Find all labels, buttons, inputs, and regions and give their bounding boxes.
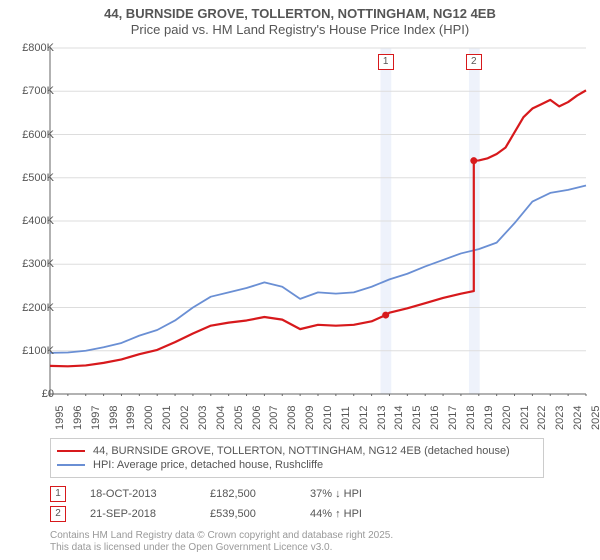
legend-swatch-2	[57, 464, 85, 466]
legend-label-2: HPI: Average price, detached house, Rush…	[93, 459, 323, 471]
xtick-label: 2017	[447, 406, 459, 430]
xtick-label: 2024	[572, 406, 584, 430]
legend-row-1: 44, BURNSIDE GROVE, TOLLERTON, NOTTINGHA…	[57, 445, 537, 457]
transaction-badge-1: 1	[50, 486, 66, 502]
title-line1: 44, BURNSIDE GROVE, TOLLERTON, NOTTINGHA…	[0, 6, 600, 22]
xtick-label: 1998	[108, 406, 120, 430]
plot-marker-badge: 2	[466, 54, 482, 70]
xtick-label: 2001	[161, 406, 173, 430]
transaction-date-1: 18-OCT-2013	[90, 488, 210, 500]
chart-svg	[48, 46, 588, 396]
xtick-label: 2016	[429, 406, 441, 430]
xtick-label: 2004	[215, 406, 227, 430]
xtick-label: 2003	[197, 406, 209, 430]
xtick-label: 1995	[54, 406, 66, 430]
xtick-label: 2000	[143, 406, 155, 430]
xtick-label: 2002	[179, 406, 191, 430]
xtick-label: 2005	[233, 406, 245, 430]
ytick-label: £700K	[10, 85, 54, 97]
title-block: 44, BURNSIDE GROVE, TOLLERTON, NOTTINGHA…	[0, 0, 600, 39]
xtick-label: 2006	[251, 406, 263, 430]
transaction-diff-2: 44% ↑ HPI	[310, 508, 420, 520]
xtick-label: 2022	[536, 406, 548, 430]
xtick-label: 2025	[590, 406, 600, 430]
ytick-label: £100K	[10, 345, 54, 357]
ytick-label: £0	[10, 388, 54, 400]
transaction-diff-1: 37% ↓ HPI	[310, 488, 420, 500]
xtick-label: 2019	[483, 406, 495, 430]
xtick-label: 2008	[286, 406, 298, 430]
xtick-label: 1999	[125, 406, 137, 430]
plot-marker-badge: 1	[378, 54, 394, 70]
ytick-label: £200K	[10, 302, 54, 314]
chart-container: 44, BURNSIDE GROVE, TOLLERTON, NOTTINGHA…	[0, 0, 600, 560]
ytick-label: £500K	[10, 172, 54, 184]
footer-line1: Contains HM Land Registry data © Crown c…	[50, 530, 393, 542]
legend-label-1: 44, BURNSIDE GROVE, TOLLERTON, NOTTINGHA…	[93, 445, 510, 457]
xtick-label: 2014	[393, 406, 405, 430]
transaction-date-2: 21-SEP-2018	[90, 508, 210, 520]
transaction-row-2: 2 21-SEP-2018 £539,500 44% ↑ HPI	[50, 506, 550, 522]
footer-line2: This data is licensed under the Open Gov…	[50, 542, 393, 554]
legend-row-2: HPI: Average price, detached house, Rush…	[57, 459, 537, 471]
ytick-label: £600K	[10, 129, 54, 141]
ytick-label: £300K	[10, 258, 54, 270]
xtick-label: 2018	[465, 406, 477, 430]
ytick-label: £400K	[10, 215, 54, 227]
xtick-label: 2020	[501, 406, 513, 430]
transaction-row-1: 1 18-OCT-2013 £182,500 37% ↓ HPI	[50, 486, 550, 502]
legend-swatch-1	[57, 450, 85, 452]
footer: Contains HM Land Registry data © Crown c…	[50, 530, 393, 554]
xtick-label: 1996	[72, 406, 84, 430]
xtick-label: 2013	[376, 406, 388, 430]
xtick-label: 2023	[554, 406, 566, 430]
xtick-label: 2011	[340, 406, 352, 430]
xtick-label: 2012	[358, 406, 370, 430]
transaction-price-2: £539,500	[210, 508, 310, 520]
xtick-label: 2009	[304, 406, 316, 430]
transaction-badge-2: 2	[50, 506, 66, 522]
transaction-price-1: £182,500	[210, 488, 310, 500]
xtick-label: 2010	[322, 406, 334, 430]
title-line2: Price paid vs. HM Land Registry's House …	[0, 22, 600, 38]
legend-box: 44, BURNSIDE GROVE, TOLLERTON, NOTTINGHA…	[50, 438, 544, 478]
xtick-label: 2021	[519, 406, 531, 430]
xtick-label: 2007	[268, 406, 280, 430]
xtick-label: 2015	[411, 406, 423, 430]
xtick-label: 1997	[90, 406, 102, 430]
ytick-label: £800K	[10, 42, 54, 54]
